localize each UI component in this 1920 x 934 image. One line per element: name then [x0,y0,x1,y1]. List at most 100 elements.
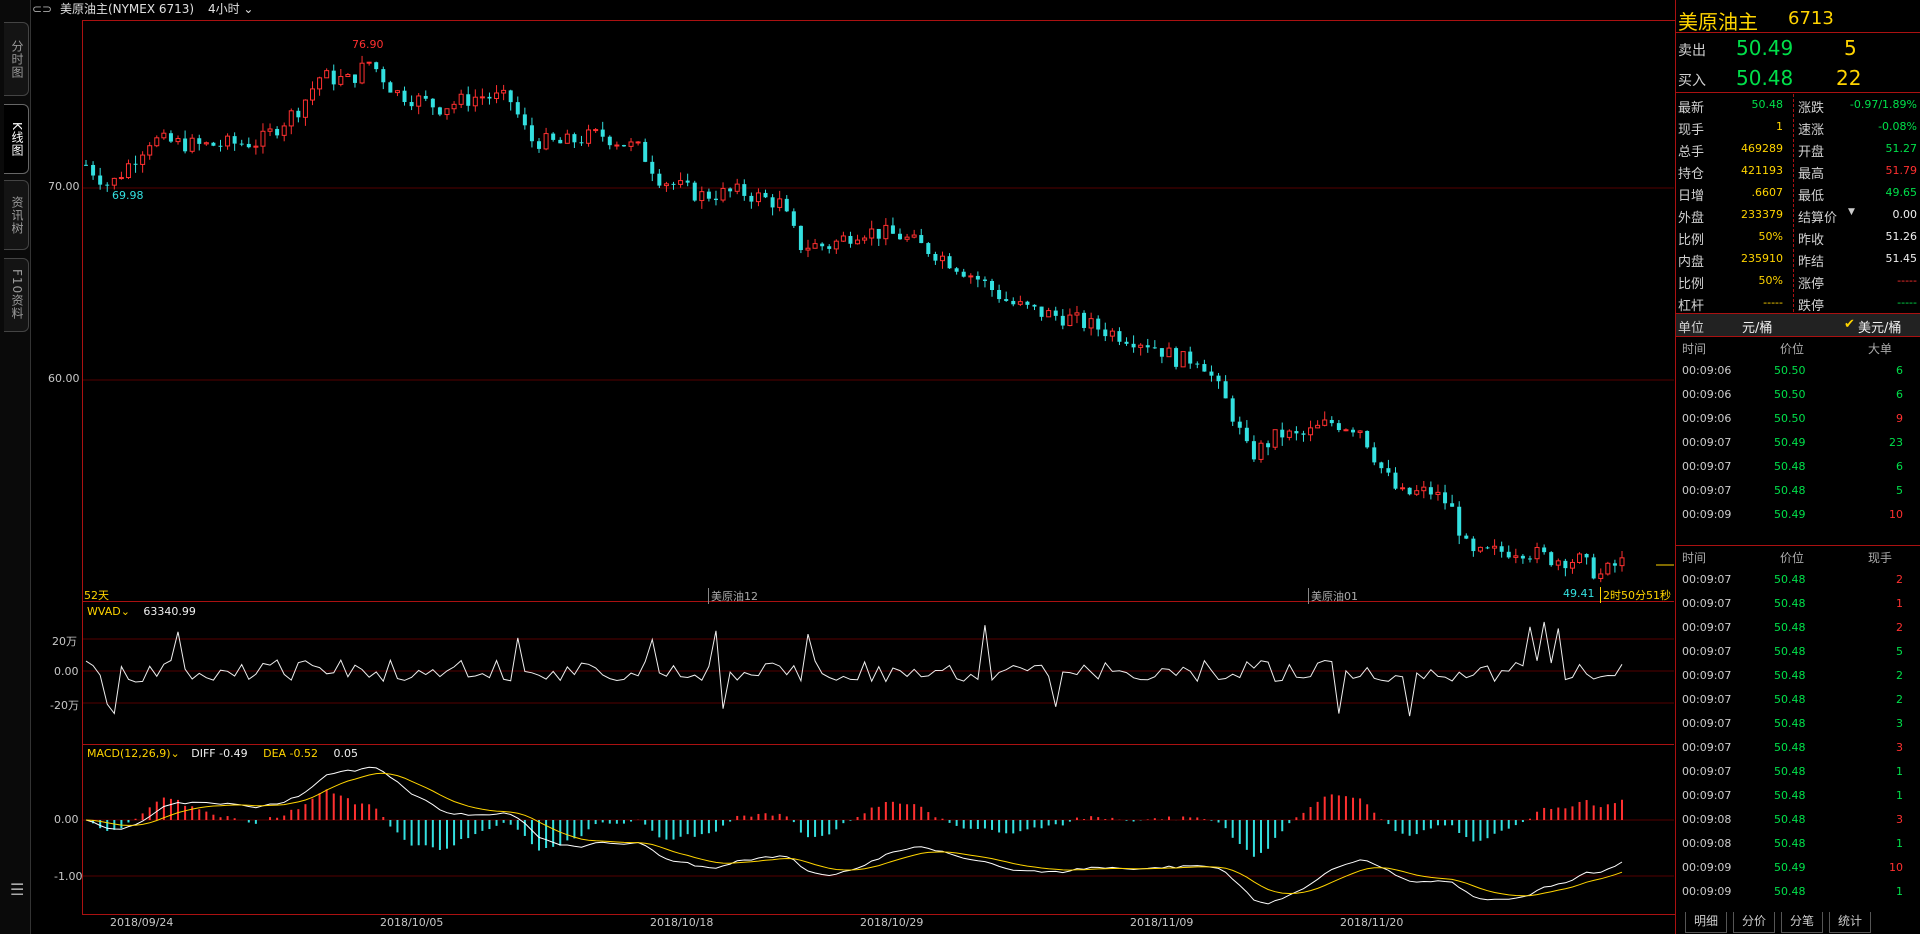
tab-news-tree[interactable]: 资讯树 [4,180,29,250]
candle-body [409,102,414,107]
candle-body [331,70,336,85]
stat-value: ----- [1763,296,1783,309]
stat-label: 持仓 [1678,167,1705,182]
stat-value: 1 [1776,120,1783,133]
candle-body [310,88,316,101]
period-selector[interactable]: 4小时 ⌄ [207,2,254,16]
trade-time: 00:09:07 [1682,597,1732,610]
candle-body [840,235,846,242]
candle-body [749,195,754,202]
candle-body [1272,429,1278,448]
tab-f10[interactable]: F10资料 [4,258,29,332]
trade-volume: 2 [1896,693,1903,706]
quote-code: 6713 [1788,8,1834,29]
tab-ticks[interactable]: 分笔 [1781,912,1823,933]
tab-kline[interactable]: K线图 [4,104,29,174]
candle-body [1202,364,1207,372]
trade-volume: 1 [1896,789,1903,802]
stat-label: 昨结 [1798,255,1825,270]
tab-timeshare[interactable]: 分时图 [4,22,29,96]
candle-body [883,224,889,240]
candle-body [267,128,273,132]
trade-time: 00:09:06 [1682,412,1732,425]
candle-body [657,173,662,186]
trade-volume: 1 [1896,837,1903,850]
candle-body [218,145,223,147]
low-price-label: 69.98 [112,189,144,202]
candle-body [494,92,500,100]
trade-time: 00:09:07 [1682,693,1732,706]
unit-option-usd[interactable]: 美元/桶 [1858,321,1902,336]
stat-label: 最新 [1678,101,1705,116]
trade-time: 00:09:09 [1682,508,1732,521]
date-label: 2018/10/29 [860,916,924,929]
stat-label: 现手 [1678,123,1705,138]
column-header: 大单 [1868,342,1893,356]
trade-price: 50.48 [1774,789,1806,802]
candle-body [118,177,124,180]
candle-body [600,129,605,137]
candle-body [175,138,181,143]
candle-body [154,137,160,147]
candle-body [742,184,747,196]
stat-value: 51.27 [1885,142,1918,155]
candle-body [890,225,895,234]
candle-body [543,133,549,150]
days-label: 52天 [84,589,109,602]
candle-body [1435,491,1441,495]
candle-body [593,129,599,132]
quote-panel: 美原油主 6713 卖出 50.49 5 买入 50.48 22 最新 50.48… [1675,0,1920,934]
candle-body [374,62,379,70]
stat-label: 昨收 [1798,233,1825,248]
candle-body [1060,315,1065,326]
buy-price: 50.48 [1736,66,1794,90]
candle-body [1315,424,1321,429]
price-axis-label: 60.00 [48,372,80,385]
tab-statistics[interactable]: 统计 [1829,912,1871,933]
candle-body [1492,545,1498,549]
trade-time: 00:09:07 [1682,484,1732,497]
trade-time: 00:09:09 [1682,885,1732,898]
candle-body [211,142,216,146]
stat-value: 421193 [1741,164,1783,177]
trade-volume: 5 [1896,484,1903,497]
candle-body [472,96,478,107]
candle-body [1159,348,1164,357]
trade-time: 00:09:08 [1682,813,1732,826]
trade-volume: 6 [1896,364,1903,377]
candle-body [586,129,592,144]
candle-body [1365,430,1370,448]
caret-down-icon[interactable]: ▼ [1848,207,1855,217]
candle-body [1393,472,1398,489]
unit-option-yuan[interactable]: 元/桶 [1742,321,1773,336]
candle-body [381,69,386,83]
candle-body [713,198,718,201]
bar-countdown: 2时50分51秒 [1600,587,1671,603]
candle-body [430,98,435,108]
candle-body [784,198,789,212]
check-icon: ✔ [1844,317,1855,332]
stat-label: 总手 [1678,145,1705,160]
candle-body [1195,363,1200,365]
stat-value: 51.45 [1885,252,1918,265]
trades-large-header: 时间 价位 大单 [1676,340,1920,356]
column-header: 现手 [1868,551,1893,565]
candle-body [968,275,974,278]
candle-body [1499,546,1504,552]
candle-body [302,99,308,118]
macd-header[interactable]: MACD(12,26,9)⌄ DIFF -0.49 DEA -0.52 0.05 [87,747,358,760]
high-price-label: 76.90 [352,38,384,51]
chart-canvas[interactable] [0,0,1675,934]
candle-body [1400,487,1406,490]
candle-body [734,183,740,192]
tab-detail[interactable]: 明细 [1685,912,1727,933]
tab-price-distribution[interactable]: 分价 [1733,912,1775,933]
trade-price: 50.50 [1774,412,1806,425]
menu-icon[interactable]: ☰ [10,880,25,899]
candle-body [692,182,697,201]
candle-body [317,77,323,90]
candle-body [551,133,556,140]
stat-value: 50.48 [1751,98,1784,111]
macd-dea: DEA -0.52 [263,747,318,760]
wvad-header[interactable]: WVAD⌄ 63340.99 [87,605,196,618]
